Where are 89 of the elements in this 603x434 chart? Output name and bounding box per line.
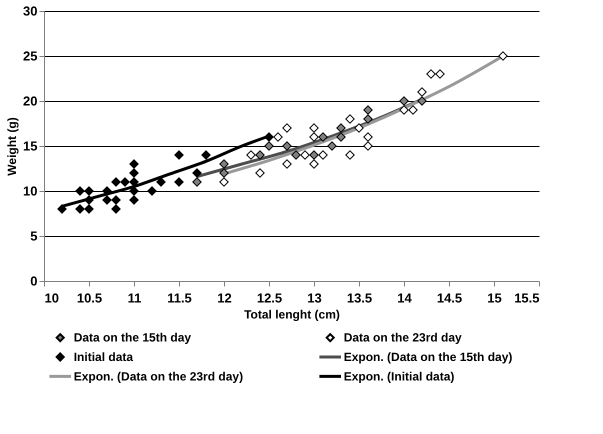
point: [84, 195, 94, 205]
point: [408, 105, 418, 115]
point: [435, 69, 445, 79]
point: [102, 186, 112, 196]
legend-label: Initial data: [74, 350, 134, 364]
point: [363, 132, 373, 142]
y-tick-label: 30: [23, 4, 38, 18]
point: [498, 51, 508, 61]
legend-label: Expon. (Initial data): [344, 369, 454, 384]
x-tick-label: 15.5: [514, 290, 540, 306]
point: [192, 177, 202, 187]
point: [120, 177, 130, 187]
y-tick-label: 25: [23, 48, 38, 64]
point: [363, 114, 373, 124]
point: [318, 132, 328, 142]
y-tick-label: 0: [30, 274, 38, 288]
point: [84, 204, 94, 214]
point: [246, 150, 256, 160]
point: [318, 150, 328, 160]
point: [264, 132, 274, 142]
y-tick-label: 10: [23, 184, 38, 198]
point: [345, 150, 355, 160]
point: [255, 150, 265, 160]
point: [354, 123, 364, 133]
x-tick-label: 14.5: [436, 290, 462, 306]
point: [201, 150, 211, 160]
point: [75, 186, 85, 196]
legend-label: Expon. (Data on the 15th day): [344, 350, 512, 364]
point: [327, 141, 337, 151]
x-tick-label: 13.5: [346, 290, 372, 306]
x-tick-label: 10.5: [76, 290, 102, 306]
point: [282, 141, 292, 151]
point: [156, 177, 166, 187]
x-tick-label: 15: [487, 290, 502, 306]
x-tick-label: 13: [307, 290, 322, 306]
x-tick-label: 12.5: [256, 290, 282, 306]
point: [300, 150, 310, 160]
point: [111, 177, 121, 187]
x-tick-label: 11.5: [167, 290, 192, 306]
point: [174, 150, 184, 160]
x-tick-label: 10: [44, 290, 59, 306]
point: [282, 159, 292, 169]
y-axis-title: Weight (g): [5, 117, 20, 176]
point: [336, 123, 346, 133]
point: [57, 204, 67, 214]
point: [426, 69, 436, 79]
point: [129, 168, 139, 178]
point: [129, 177, 139, 187]
point: [219, 168, 229, 178]
x-tick-label: 14: [397, 290, 412, 306]
point: [399, 96, 409, 106]
point: [417, 87, 427, 97]
point: [102, 195, 112, 205]
point: [282, 123, 292, 133]
point: [345, 114, 355, 124]
legend-label: Data on the 15th day: [74, 330, 192, 345]
point: [273, 132, 283, 142]
point: [363, 105, 373, 115]
point: [309, 150, 319, 160]
x-tick-label: 12: [217, 290, 232, 306]
point: [219, 177, 229, 187]
point: [192, 168, 202, 178]
point: [255, 168, 265, 178]
point: [291, 150, 301, 160]
point: [363, 141, 373, 151]
point: [174, 177, 184, 187]
point: [309, 159, 319, 169]
point: [129, 186, 139, 196]
x-axis-title: Total lenght (cm): [244, 308, 340, 322]
point: [219, 159, 229, 169]
point: [75, 204, 85, 214]
point: [129, 159, 139, 169]
legend-label: Data on the 23rd day: [344, 330, 462, 345]
point: [399, 105, 409, 115]
legend-label: Expon. (Data on the 23rd day): [74, 369, 244, 384]
point: [309, 132, 319, 142]
point: [417, 96, 427, 106]
point: [84, 186, 94, 196]
y-tick-label: 15: [23, 138, 38, 154]
point: [264, 141, 274, 151]
y-tick-label: 5: [30, 228, 38, 244]
x-tick-label: 11: [128, 290, 142, 306]
y-tick-label: 20: [23, 94, 38, 108]
point: [309, 123, 319, 133]
point: [111, 204, 121, 214]
point: [147, 186, 157, 196]
point: [111, 195, 121, 205]
point: [129, 195, 139, 205]
point: [336, 132, 346, 142]
